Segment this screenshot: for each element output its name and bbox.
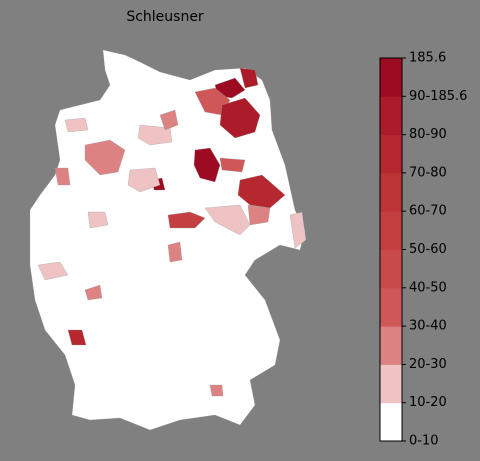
region [159, 109, 179, 131]
region [204, 204, 251, 236]
colorbar-label: 185.6 [409, 51, 446, 66]
germany-map [29, 49, 307, 431]
colorbar-bin [380, 287, 402, 327]
colorbar-label: 30-40 [409, 319, 447, 334]
region [87, 211, 109, 229]
region [239, 67, 259, 89]
region [67, 329, 87, 346]
region [247, 204, 271, 226]
colorbar-label: 40-50 [409, 280, 447, 295]
colorbar-label: 50-60 [409, 242, 447, 257]
colorbar-bin [380, 58, 402, 97]
region [219, 157, 246, 173]
colorbar-bin [380, 211, 402, 250]
colorbar-bin [380, 326, 402, 365]
colorbar: 0-10 10-20 20-30 30-40 40-50 50-60 60-70 70-80 8… [379, 51, 467, 449]
region [54, 167, 71, 186]
region [84, 284, 103, 301]
region [289, 211, 307, 249]
region [193, 147, 221, 183]
colorbar-bin [380, 96, 402, 136]
map-title: Schleusner [126, 9, 204, 25]
region [64, 117, 89, 133]
colorbar-bin [380, 402, 402, 442]
colorbar-label: 10-20 [409, 395, 447, 410]
region [37, 261, 69, 281]
colorbar-bin [380, 364, 402, 404]
colorbar-bin [380, 249, 402, 289]
colorbar-label: 90-185.6 [409, 89, 467, 104]
region [167, 211, 206, 229]
colorbar-bin [380, 172, 402, 212]
colorbar-label: 60-70 [409, 204, 447, 219]
region [209, 384, 224, 397]
region [219, 97, 261, 139]
colorbar-label: 70-80 [409, 165, 447, 180]
colorbar-label: 20-30 [409, 357, 447, 372]
region [127, 167, 161, 193]
region [167, 241, 183, 263]
colorbar-label: 0-10 [409, 434, 439, 449]
colorbar-bin [380, 134, 402, 174]
region [84, 139, 126, 176]
colorbar-label: 80-90 [409, 127, 447, 142]
